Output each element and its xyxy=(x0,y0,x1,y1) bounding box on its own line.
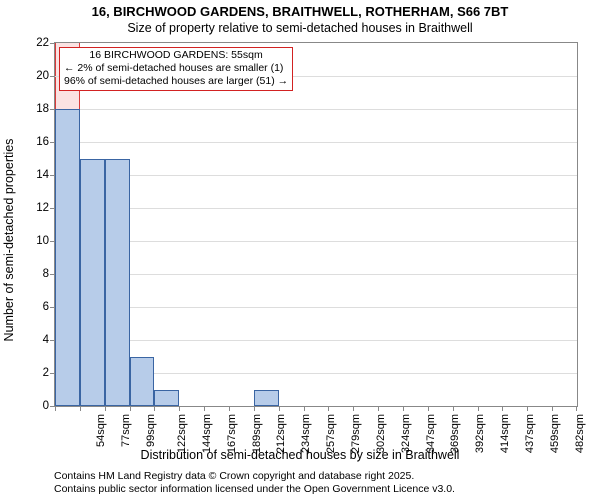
xtick-mark xyxy=(304,406,305,411)
plot-area: 024681012141618202254sqm77sqm99sqm122sqm… xyxy=(54,42,578,407)
gridline xyxy=(55,307,577,308)
annotation-line-1: 16 BIRCHWOOD GARDENS: 55sqm xyxy=(64,49,288,62)
footer-line-2: Contains public sector information licen… xyxy=(54,483,455,496)
ytick-label: 8 xyxy=(23,268,49,280)
ytick-label: 22 xyxy=(23,37,49,49)
xtick-mark xyxy=(502,406,503,411)
xtick-mark xyxy=(229,406,230,411)
ytick-label: 10 xyxy=(23,235,49,247)
xtick-mark xyxy=(254,406,255,411)
xtick-mark xyxy=(130,406,131,411)
gridline xyxy=(55,340,577,341)
xtick-mark xyxy=(204,406,205,411)
ytick-label: 2 xyxy=(23,367,49,379)
xtick-mark xyxy=(105,406,106,411)
xtick-mark xyxy=(279,406,280,411)
ytick-label: 20 xyxy=(23,70,49,82)
x-axis-label: Distribution of semi-detached houses by … xyxy=(0,448,600,462)
bar xyxy=(254,390,279,407)
bar xyxy=(130,357,155,407)
gridline xyxy=(55,142,577,143)
xtick-mark xyxy=(55,406,56,411)
xtick-mark xyxy=(154,406,155,411)
ytick-label: 0 xyxy=(23,400,49,412)
ytick-label: 4 xyxy=(23,334,49,346)
xtick-mark xyxy=(428,406,429,411)
ytick-label: 12 xyxy=(23,202,49,214)
footer-line-1: Contains HM Land Registry data © Crown c… xyxy=(54,470,455,483)
gridline xyxy=(55,274,577,275)
xtick-mark xyxy=(576,406,577,411)
annotation-line-2: ← 2% of semi-detached houses are smaller… xyxy=(64,62,288,75)
gridline xyxy=(55,109,577,110)
bar xyxy=(80,159,105,407)
xtick-mark xyxy=(552,406,553,411)
ytick-label: 16 xyxy=(23,136,49,148)
bar xyxy=(105,159,130,407)
annotation-line-3: 96% of semi-detached houses are larger (… xyxy=(64,75,288,88)
xtick-mark xyxy=(527,406,528,411)
ytick-label: 6 xyxy=(23,301,49,313)
bar xyxy=(55,109,80,406)
y-axis-label-text: Number of semi-detached properties xyxy=(2,139,16,342)
xtick-mark xyxy=(80,406,81,411)
ytick-mark xyxy=(50,76,55,77)
xtick-mark xyxy=(453,406,454,411)
gridline xyxy=(55,241,577,242)
bar xyxy=(154,390,179,407)
xtick-mark xyxy=(478,406,479,411)
y-axis-label: Number of semi-detached properties xyxy=(2,37,16,240)
ytick-label: 18 xyxy=(23,103,49,115)
xtick-label: 99sqm xyxy=(145,414,157,447)
chart-title-main: 16, BIRCHWOOD GARDENS, BRAITHWELL, ROTHE… xyxy=(0,4,600,19)
xtick-label: 54sqm xyxy=(95,414,107,447)
chart-title-sub: Size of property relative to semi-detach… xyxy=(0,21,600,35)
xtick-mark xyxy=(179,406,180,411)
gridline xyxy=(55,175,577,176)
footer-attribution: Contains HM Land Registry data © Crown c… xyxy=(54,470,455,496)
xtick-mark xyxy=(403,406,404,411)
xtick-mark xyxy=(378,406,379,411)
xtick-label: 77sqm xyxy=(120,414,132,447)
annotation-box: 16 BIRCHWOOD GARDENS: 55sqm← 2% of semi-… xyxy=(59,47,293,91)
xtick-mark xyxy=(328,406,329,411)
ytick-mark xyxy=(50,43,55,44)
gridline xyxy=(55,208,577,209)
xtick-mark xyxy=(353,406,354,411)
chart-container: 16, BIRCHWOOD GARDENS, BRAITHWELL, ROTHE… xyxy=(0,0,600,500)
ytick-label: 14 xyxy=(23,169,49,181)
